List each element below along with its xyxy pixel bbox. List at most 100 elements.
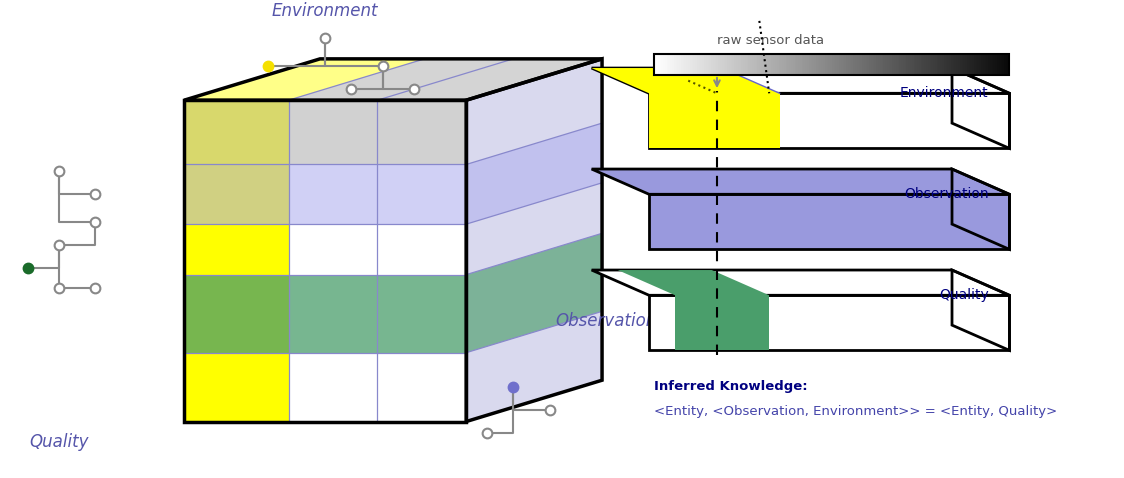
FancyBboxPatch shape: [805, 54, 807, 75]
FancyBboxPatch shape: [917, 54, 919, 75]
FancyBboxPatch shape: [856, 54, 859, 75]
FancyBboxPatch shape: [795, 54, 797, 75]
FancyBboxPatch shape: [987, 54, 988, 75]
FancyBboxPatch shape: [702, 54, 704, 75]
FancyBboxPatch shape: [874, 54, 877, 75]
FancyBboxPatch shape: [685, 54, 687, 75]
FancyBboxPatch shape: [678, 54, 679, 75]
FancyBboxPatch shape: [1000, 54, 1003, 75]
Polygon shape: [649, 93, 1009, 148]
FancyBboxPatch shape: [762, 54, 764, 75]
FancyBboxPatch shape: [826, 54, 828, 75]
Text: Quality: Quality: [29, 434, 89, 451]
FancyBboxPatch shape: [935, 54, 936, 75]
FancyBboxPatch shape: [898, 54, 899, 75]
FancyBboxPatch shape: [892, 54, 894, 75]
Text: Observation: Observation: [904, 187, 989, 201]
FancyBboxPatch shape: [976, 54, 978, 75]
FancyBboxPatch shape: [673, 54, 676, 75]
Text: raw sensor data: raw sensor data: [717, 34, 824, 47]
FancyBboxPatch shape: [758, 54, 759, 75]
FancyBboxPatch shape: [688, 54, 690, 75]
Text: <Entity, <Observation, Environment>> = <Entity, Quality>: <Entity, <Observation, Environment>> = <…: [654, 405, 1058, 418]
FancyBboxPatch shape: [746, 54, 749, 75]
FancyBboxPatch shape: [759, 54, 761, 75]
FancyBboxPatch shape: [953, 54, 954, 75]
FancyBboxPatch shape: [988, 54, 990, 75]
FancyBboxPatch shape: [724, 54, 725, 75]
FancyBboxPatch shape: [958, 54, 960, 75]
FancyBboxPatch shape: [910, 54, 912, 75]
FancyBboxPatch shape: [681, 54, 682, 75]
FancyBboxPatch shape: [853, 54, 855, 75]
FancyBboxPatch shape: [791, 54, 792, 75]
Polygon shape: [184, 59, 602, 100]
FancyBboxPatch shape: [807, 54, 809, 75]
FancyBboxPatch shape: [813, 54, 814, 75]
Polygon shape: [184, 100, 466, 164]
FancyBboxPatch shape: [948, 54, 949, 75]
FancyBboxPatch shape: [755, 54, 758, 75]
FancyBboxPatch shape: [894, 54, 896, 75]
FancyBboxPatch shape: [737, 54, 740, 75]
FancyBboxPatch shape: [828, 54, 831, 75]
FancyBboxPatch shape: [660, 54, 661, 75]
FancyBboxPatch shape: [752, 54, 754, 75]
FancyBboxPatch shape: [789, 54, 791, 75]
FancyBboxPatch shape: [1003, 54, 1004, 75]
FancyBboxPatch shape: [924, 54, 926, 75]
FancyBboxPatch shape: [809, 54, 810, 75]
FancyBboxPatch shape: [994, 54, 995, 75]
FancyBboxPatch shape: [672, 54, 673, 75]
FancyBboxPatch shape: [720, 54, 722, 75]
FancyBboxPatch shape: [754, 54, 755, 75]
FancyBboxPatch shape: [841, 54, 843, 75]
FancyBboxPatch shape: [912, 54, 914, 75]
FancyBboxPatch shape: [773, 54, 776, 75]
FancyBboxPatch shape: [921, 54, 923, 75]
FancyBboxPatch shape: [944, 54, 945, 75]
Polygon shape: [591, 68, 1009, 93]
FancyBboxPatch shape: [949, 54, 951, 75]
FancyBboxPatch shape: [896, 54, 898, 75]
FancyBboxPatch shape: [832, 54, 834, 75]
Polygon shape: [466, 59, 602, 422]
FancyBboxPatch shape: [709, 54, 711, 75]
FancyBboxPatch shape: [936, 54, 939, 75]
FancyBboxPatch shape: [995, 54, 997, 75]
FancyBboxPatch shape: [716, 54, 718, 75]
FancyBboxPatch shape: [670, 54, 672, 75]
FancyBboxPatch shape: [969, 54, 970, 75]
FancyBboxPatch shape: [728, 54, 731, 75]
FancyBboxPatch shape: [792, 54, 795, 75]
FancyBboxPatch shape: [814, 54, 816, 75]
FancyBboxPatch shape: [679, 54, 681, 75]
FancyBboxPatch shape: [777, 54, 779, 75]
Polygon shape: [184, 100, 289, 422]
FancyBboxPatch shape: [749, 54, 750, 75]
FancyBboxPatch shape: [740, 54, 742, 75]
FancyBboxPatch shape: [733, 54, 734, 75]
FancyBboxPatch shape: [991, 54, 994, 75]
FancyBboxPatch shape: [690, 54, 691, 75]
FancyBboxPatch shape: [919, 54, 921, 75]
FancyBboxPatch shape: [887, 54, 889, 75]
FancyBboxPatch shape: [725, 54, 727, 75]
FancyBboxPatch shape: [687, 54, 688, 75]
FancyBboxPatch shape: [847, 54, 850, 75]
FancyBboxPatch shape: [786, 54, 788, 75]
FancyBboxPatch shape: [890, 54, 892, 75]
FancyBboxPatch shape: [783, 54, 786, 75]
FancyBboxPatch shape: [819, 54, 822, 75]
FancyBboxPatch shape: [1006, 54, 1008, 75]
FancyBboxPatch shape: [869, 54, 871, 75]
FancyBboxPatch shape: [933, 54, 935, 75]
FancyBboxPatch shape: [954, 54, 957, 75]
FancyBboxPatch shape: [889, 54, 890, 75]
FancyBboxPatch shape: [932, 54, 933, 75]
FancyBboxPatch shape: [691, 54, 694, 75]
Polygon shape: [184, 59, 425, 100]
FancyBboxPatch shape: [731, 54, 733, 75]
FancyBboxPatch shape: [885, 54, 887, 75]
FancyBboxPatch shape: [669, 54, 670, 75]
